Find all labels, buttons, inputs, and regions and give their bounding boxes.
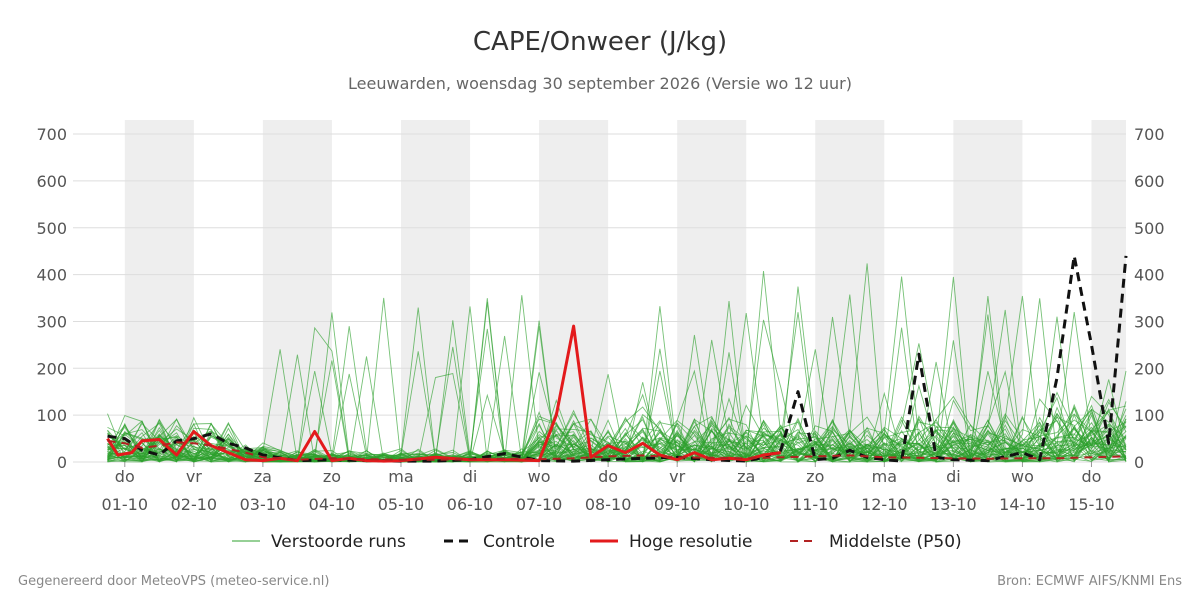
ensemble-run-line	[107, 416, 1127, 463]
main-series	[106, 254, 1128, 463]
x-tick-weekday: wo	[1011, 467, 1034, 486]
ensemble-run-line	[107, 298, 1127, 463]
x-tick-date: 04-10	[309, 495, 356, 514]
y-tick-label: 300	[36, 312, 67, 331]
y-tick-label: 500	[1134, 219, 1165, 238]
day-band	[677, 120, 747, 462]
y-tick-label: 600	[36, 172, 67, 191]
x-tick-date: 14-10	[999, 495, 1046, 514]
y-tick-label: 700	[1134, 125, 1165, 144]
x-tick-date: 09-10	[654, 495, 701, 514]
x-tick-weekday: di	[463, 467, 478, 486]
x-tick-weekday: wo	[528, 467, 551, 486]
footer-credit: Gegenereerd door MeteoVPS (meteo-service…	[18, 574, 329, 589]
x-tick-date: 07-10	[516, 495, 563, 514]
x-tick-date: 08-10	[585, 495, 632, 514]
day-band	[539, 120, 609, 462]
x-tick-date: 03-10	[240, 495, 287, 514]
x-tick-weekday: di	[946, 467, 961, 486]
y-tick-label: 100	[1134, 406, 1165, 425]
x-tick-date: 11-10	[792, 495, 839, 514]
day-band	[262, 120, 332, 462]
x-tick-weekday: ma	[388, 467, 413, 486]
y-tick-label: 400	[36, 266, 67, 285]
x-tick-date: 12-10	[861, 495, 908, 514]
x-tick-date: 13-10	[930, 495, 977, 514]
x-tick-weekday: za	[737, 467, 755, 486]
y-tick-label: 700	[36, 125, 67, 144]
day-band	[400, 120, 471, 462]
y-tick-label: 600	[1134, 172, 1165, 191]
y-tick-label: 500	[36, 219, 67, 238]
x-tick-weekday: vr	[186, 467, 202, 486]
y-tick-label: 400	[1134, 266, 1165, 285]
x-tick-date: 15-10	[1068, 495, 1115, 514]
x-tick-weekday: do	[1081, 467, 1101, 486]
footer-source: Bron: ECMWF AIFS/KNMI Ens	[997, 574, 1182, 589]
x-tick-date: 01-10	[102, 495, 149, 514]
x-tick-date: 06-10	[447, 495, 494, 514]
weekend-bands	[124, 120, 1126, 462]
y-tick-label: 0	[1134, 453, 1144, 472]
day-band	[953, 120, 1023, 462]
legend-label: Verstoorde runs	[271, 532, 406, 552]
x-tick-weekday: ma	[872, 467, 897, 486]
day-band	[815, 120, 885, 462]
legend-label: Controle	[483, 532, 555, 552]
x-tick-date: 10-10	[723, 495, 770, 514]
series-line	[107, 439, 1127, 461]
x-tick-weekday: zo	[323, 467, 341, 486]
ensemble-run-line	[107, 408, 1127, 463]
chart-subtitle: Leeuwarden, woensdag 30 september 2026 (…	[348, 74, 852, 93]
y-axis-right: 0 100 200 300 400 500 600 700	[1134, 125, 1165, 472]
day-band	[124, 120, 194, 462]
x-tick-weekday: do	[115, 467, 135, 486]
y-tick-label: 0	[57, 453, 67, 472]
y-tick-label: 200	[1134, 359, 1165, 378]
day-band	[1091, 120, 1126, 462]
x-axis: do 01-10 vr 02-10 za 03-10 zo 04-10 ma 05-10 di 06-…	[102, 462, 1115, 514]
x-tick-weekday: za	[254, 467, 272, 486]
x-tick-weekday: zo	[806, 467, 824, 486]
x-tick-weekday: do	[598, 467, 618, 486]
x-tick-date: 02-10	[171, 495, 218, 514]
y-tick-label: 300	[1134, 312, 1165, 331]
y-axis-left: 0 100 200 300 400 500 600 700	[36, 125, 67, 472]
legend-label: Hoge resolutie	[629, 532, 753, 552]
chart-title: CAPE/Onweer (J/kg)	[473, 27, 727, 57]
x-tick-weekday: vr	[669, 467, 685, 486]
y-tick-label: 100	[36, 406, 67, 425]
x-tick-date: 05-10	[378, 495, 425, 514]
y-tick-label: 200	[36, 359, 67, 378]
legend: Verstoorde runs Controle Hoge resolutie Mid…	[232, 532, 962, 552]
legend-label: Middelste (P50)	[829, 532, 962, 552]
